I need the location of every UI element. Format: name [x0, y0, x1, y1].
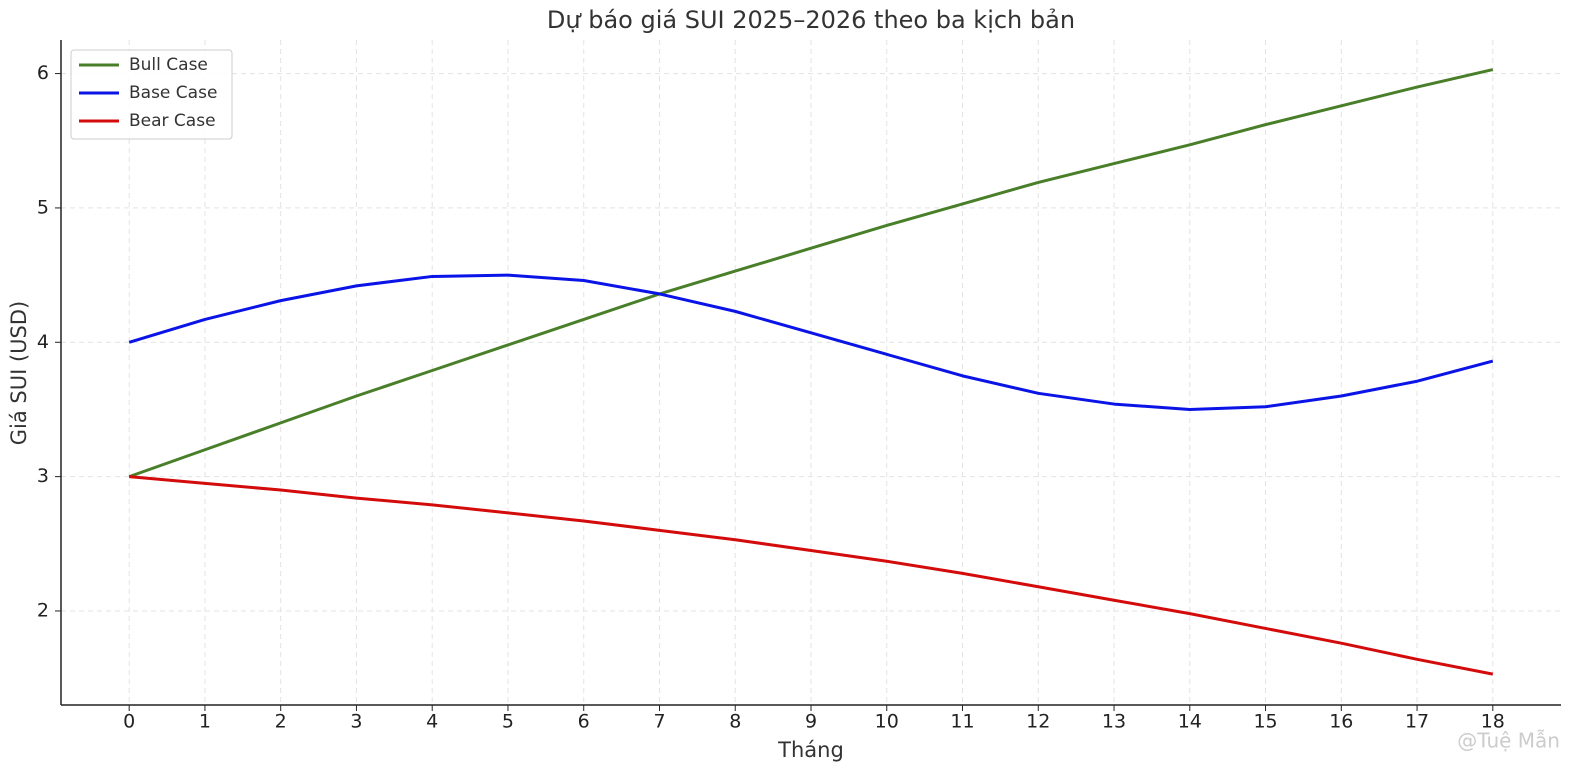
x-tick-label: 17 — [1405, 711, 1429, 733]
x-tick-label: 4 — [426, 711, 438, 733]
y-tick-label: 2 — [37, 599, 49, 621]
x-tick-label: 6 — [578, 711, 590, 733]
series-line — [128, 273, 1494, 411]
x-tick-label: 5 — [502, 711, 514, 733]
x-tick-label: 10 — [875, 711, 899, 733]
x-tick-label: 13 — [1102, 711, 1126, 733]
x-tick-label: 18 — [1481, 711, 1505, 733]
x-tick-label: 8 — [729, 711, 741, 733]
x-tick-label: 7 — [653, 711, 665, 733]
x-axis-label: Tháng — [777, 738, 844, 762]
x-tick-label: 14 — [1178, 711, 1202, 733]
legend-label: Bull Case — [129, 55, 208, 75]
x-tick-label: 2 — [275, 711, 287, 733]
x-tick-label: 3 — [350, 711, 362, 733]
legend-box — [70, 49, 233, 140]
x-tick-label: 12 — [1026, 711, 1050, 733]
series-line — [129, 475, 1494, 676]
x-tick-label: 11 — [950, 711, 974, 733]
y-axis-label: Giá SUI (USD) — [7, 301, 31, 445]
y-tick-label: 5 — [37, 196, 49, 218]
y-tick-label: 6 — [37, 62, 49, 84]
watermark: @Tuệ Mẫn — [1457, 729, 1560, 753]
chart-title: Dự báo giá SUI 2025–2026 theo ba kịch bả… — [547, 6, 1075, 34]
y-tick-label: 3 — [37, 465, 49, 487]
x-tick-label: 16 — [1329, 711, 1353, 733]
x-tick-label: 0 — [123, 711, 135, 733]
x-tick-label: 9 — [805, 711, 817, 733]
x-tick-label: 15 — [1253, 711, 1277, 733]
legend-label: Bear Case — [129, 111, 216, 131]
y-tick-label: 4 — [37, 331, 49, 353]
series-line — [128, 68, 1494, 479]
x-tick-label: 1 — [199, 711, 211, 733]
legend-label: Base Case — [129, 83, 217, 103]
